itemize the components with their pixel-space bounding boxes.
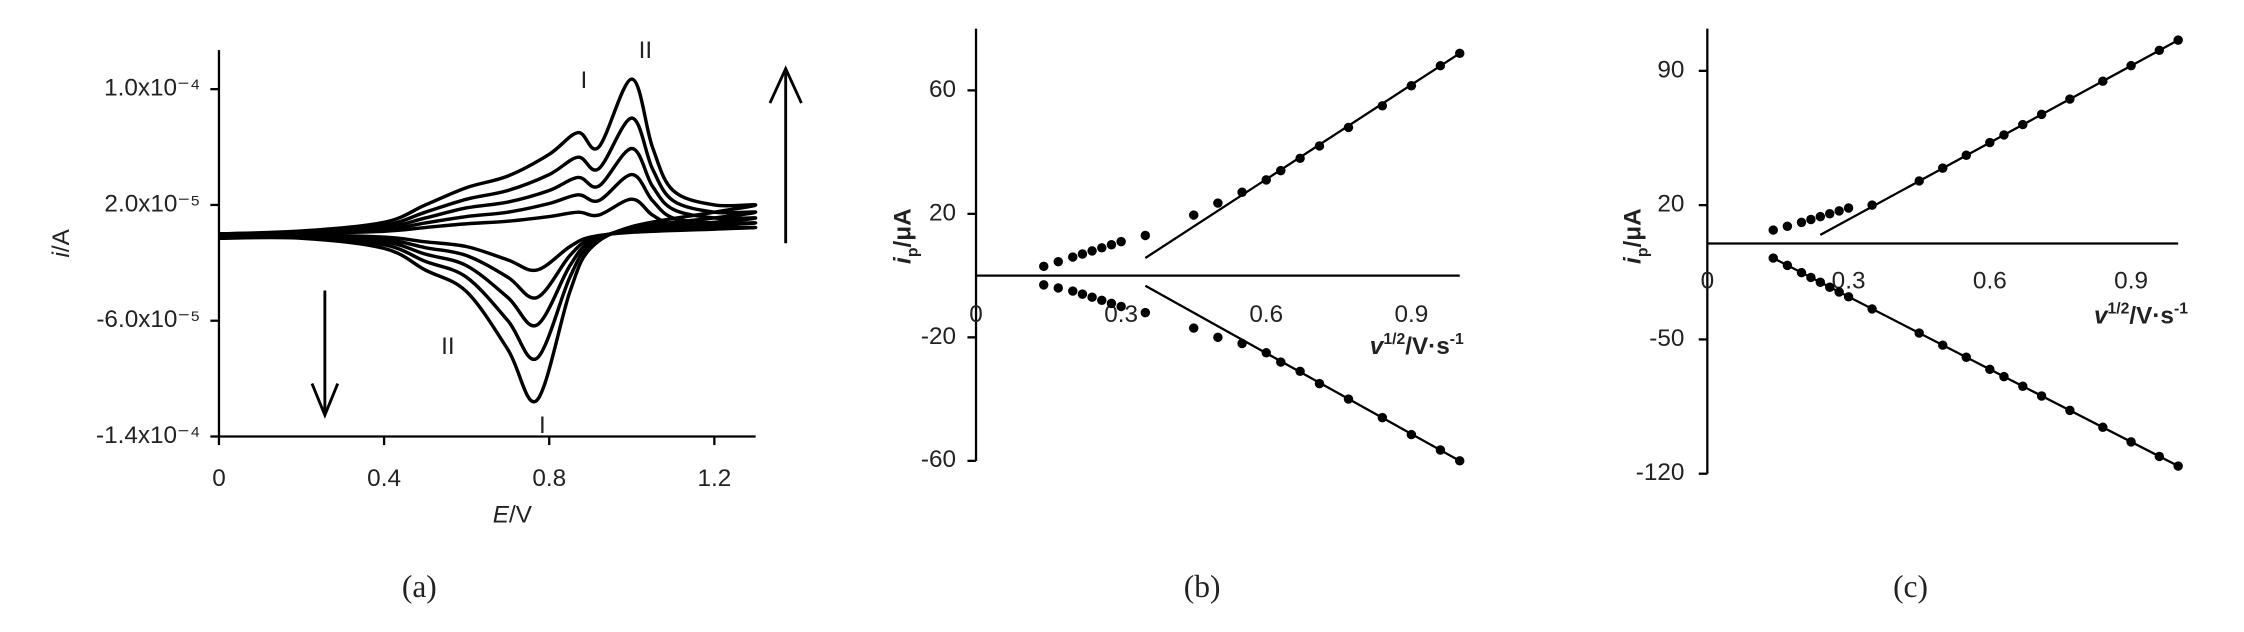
data-point (1188, 323, 1199, 333)
data-point (1068, 252, 1078, 262)
y-axis-label: i/A (48, 228, 75, 257)
axis-label-part: /μA (890, 208, 917, 247)
axis-label-part: /μA (1620, 208, 1647, 247)
x-tick-label: 0.6 (1249, 301, 1283, 328)
panel-label: (b) (1184, 569, 1221, 604)
peak-annotation: II (639, 37, 653, 64)
x-tick-label: 0 (212, 465, 226, 492)
data-point (1053, 283, 1063, 293)
axis-label-part: v (1370, 333, 1385, 360)
x-tick-label: 0.6 (1973, 268, 2007, 295)
data-point (1188, 210, 1199, 220)
data-point (1825, 209, 1835, 219)
peak-annotation: II (441, 333, 455, 360)
axis-label-part: -1 (1450, 330, 1464, 347)
cv-curve (218, 116, 758, 362)
x-tick-label: 0.8 (532, 465, 566, 492)
y-tick-label: 90 (1657, 56, 1684, 83)
data-point (1843, 203, 1854, 213)
data-point (1782, 221, 1793, 231)
cv-curve (218, 146, 758, 328)
x-tick-label: 0.9 (2114, 268, 2148, 295)
data-point (1796, 217, 1807, 228)
y-tick-label: -120 (1636, 459, 1685, 486)
axis-label-part: /V (509, 502, 533, 529)
axis-label-part: -1 (2174, 300, 2188, 317)
data-point (1116, 301, 1126, 312)
data-point (1768, 253, 1778, 263)
y-tick-label: 20 (1657, 191, 1684, 218)
data-point (1053, 256, 1063, 267)
cv-curve (218, 197, 758, 273)
data-point (1116, 236, 1126, 247)
y-tick-label: 1.0x10⁻⁴ (104, 75, 200, 102)
axis-label-part: 1/2 (2107, 300, 2129, 317)
y-tick-label: 60 (929, 76, 956, 103)
data-point (1806, 214, 1816, 225)
x-tick-label: 0.4 (367, 465, 401, 492)
fit-line (1144, 52, 1461, 259)
data-point (1140, 230, 1151, 241)
axis-label-part: p (1634, 248, 1651, 258)
axis-label-part: 1/2 (1383, 330, 1405, 347)
axis-label-part: p (904, 248, 921, 258)
peak-annotation: I (581, 67, 588, 94)
increase-arrow (768, 65, 803, 244)
fit-line (1144, 284, 1461, 462)
y-tick-label: 20 (929, 199, 956, 226)
y-tick-label: 2.0x10⁻⁵ (104, 190, 200, 217)
data-point (1097, 243, 1107, 253)
panel-label: (a) (402, 569, 437, 604)
axis-label-part: v (2094, 303, 2109, 330)
x-tick-label: 1.2 (697, 465, 731, 492)
x-axis-label: E/V (493, 502, 533, 529)
y-tick-label: -50 (1649, 325, 1684, 352)
x-tick-label: 0 (1701, 268, 1715, 295)
axis-label-part: i (48, 251, 75, 257)
y-axis-label: ip/μA (890, 208, 921, 264)
cv-curve (218, 77, 758, 404)
fit-line (1772, 257, 2179, 468)
data-point (1087, 292, 1097, 302)
axis-label-part: /V·s (2129, 303, 2174, 330)
data-point (1106, 298, 1117, 309)
y-tick-label: -1.4x10⁻⁴ (96, 422, 200, 449)
data-point (1213, 332, 1223, 343)
y-tick-label: -6.0x10⁻⁵ (96, 306, 200, 333)
data-point (1087, 246, 1097, 256)
axis-label-part: i (1620, 256, 1647, 264)
y-axis-label: ip/μA (1620, 208, 1651, 264)
axis-label-part: E (493, 502, 510, 529)
axis-label-part: i (890, 256, 917, 264)
axis-label-part: /A (48, 228, 75, 252)
x-axis-label: v1/2/V·s-1 (1370, 330, 1464, 360)
decrease-arrow (310, 290, 340, 419)
cv-curve (218, 172, 758, 300)
axis-label-part: /V·s (1405, 333, 1450, 360)
data-point (1106, 240, 1117, 250)
peak-annotation: I (539, 412, 546, 439)
data-point (1068, 286, 1078, 296)
data-point (1768, 225, 1778, 235)
y-tick-label: -20 (921, 323, 956, 350)
x-axis-label: v1/2/V·s-1 (2094, 300, 2188, 330)
panel-label: (c) (1893, 569, 1928, 604)
data-point (1815, 211, 1826, 222)
data-point (1834, 206, 1844, 216)
y-tick-label: -60 (921, 446, 956, 473)
data-point (1213, 198, 1223, 208)
data-point (1039, 261, 1049, 272)
x-tick-label: 0.9 (1394, 301, 1428, 328)
data-point (1077, 249, 1088, 259)
data-point (1140, 307, 1151, 318)
data-point (1077, 289, 1088, 299)
x-tick-label: 0 (969, 301, 983, 328)
fit-line (1819, 39, 2179, 236)
data-point (1039, 280, 1049, 290)
data-point (1097, 295, 1107, 306)
